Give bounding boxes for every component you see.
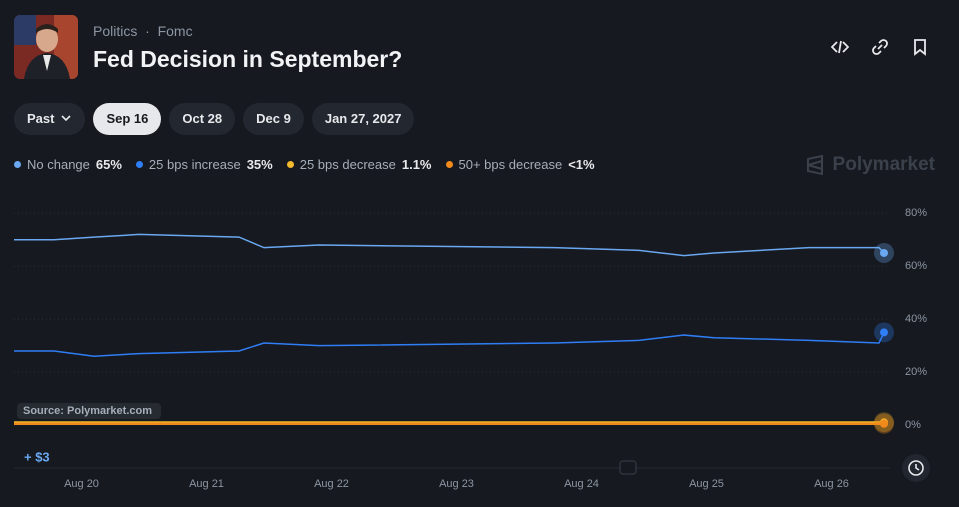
x-tick-label: Aug 23 <box>439 478 474 490</box>
x-tick-label: Aug 24 <box>564 478 599 490</box>
category-link[interactable]: Politics <box>93 23 138 39</box>
legend-dot <box>14 161 21 168</box>
end-point <box>880 419 888 428</box>
tab-label: Jan 27, 2027 <box>324 111 402 126</box>
legend-dot <box>445 161 453 168</box>
legend-dot <box>135 161 143 168</box>
tab-label: Past <box>27 111 55 126</box>
date-tab[interactable]: Oct 28 <box>169 103 236 135</box>
y-tick-label: 0% <box>905 419 921 431</box>
bookmark-button[interactable] <box>911 38 929 56</box>
market-image <box>14 15 78 79</box>
tag-link[interactable]: Fomc <box>157 23 193 39</box>
tab-label: Sep 16 <box>106 111 149 126</box>
chevron <box>61 115 72 122</box>
source-badge <box>17 403 161 419</box>
legend-name: 25 bps increase <box>148 157 241 172</box>
end-point <box>880 328 888 337</box>
tab-label: Oct 28 <box>182 111 223 126</box>
x-tick-label: Aug 21 <box>189 478 224 490</box>
end-point <box>880 248 888 257</box>
tab-label: Dec 9 <box>256 111 291 126</box>
x-tick-label: Aug 25 <box>689 478 724 490</box>
legend-value: <1% <box>568 157 595 172</box>
series-line <box>14 233 885 257</box>
header-actions <box>831 38 929 56</box>
x-tick-label: Aug 26 <box>814 478 849 490</box>
y-tick-label: 80% <box>905 207 927 219</box>
y-tick-label: 20% <box>905 366 927 378</box>
balance: + $3 <box>24 449 50 464</box>
x-tick-label: Aug 22 <box>314 478 349 490</box>
brand-watermark: Polymarket <box>805 154 935 176</box>
series-line <box>14 332 885 358</box>
source-label: Source: Polymarket.com <box>23 405 152 417</box>
date-tabs: Past Sep 16 Oct 28 Dec 9 Jan 27, 2027 <box>14 103 415 135</box>
legend-item: 50+ bps decrease <1% <box>445 157 595 172</box>
legend-name: 50+ bps decrease <box>458 157 563 172</box>
legend-value: 65% <box>95 157 122 172</box>
embed-button[interactable] <box>831 38 849 56</box>
date-tab[interactable]: Sep 16 <box>93 103 162 135</box>
legend-value: 1.1% <box>401 157 432 172</box>
date-tab[interactable]: Jan 27, 2027 <box>311 103 415 135</box>
brand-logo <box>806 155 823 175</box>
legend-dot <box>286 161 294 168</box>
breadcrumb: Politics · Fomc <box>93 23 193 39</box>
date-tab[interactable]: Past <box>14 103 86 135</box>
x-tick-label: Aug 20 <box>64 478 99 490</box>
history-icon-hands <box>915 464 920 471</box>
legend-item: No change 65% <box>14 157 122 172</box>
range-handle[interactable] <box>619 460 637 475</box>
brand-name: Polymarket <box>832 154 935 175</box>
legend-item: 25 bps decrease 1.1% <box>286 157 432 172</box>
legend-item: 25 bps increase 35% <box>135 157 273 172</box>
y-tick-label: 40% <box>905 313 927 325</box>
legend-name: 25 bps decrease <box>299 157 396 172</box>
legend-value: 35% <box>246 157 273 172</box>
date-tab[interactable]: Dec 9 <box>243 103 304 135</box>
market-title: Fed Decision in September? <box>93 46 403 72</box>
legend: No change 65% 25 bps increase 35% 25 bps dec… <box>14 157 595 172</box>
y-tick-label: 60% <box>905 260 927 272</box>
market-image-art <box>14 15 78 79</box>
history-icon <box>908 460 924 476</box>
legend-name: No change <box>27 157 90 172</box>
copy-link-button[interactable] <box>871 38 889 56</box>
